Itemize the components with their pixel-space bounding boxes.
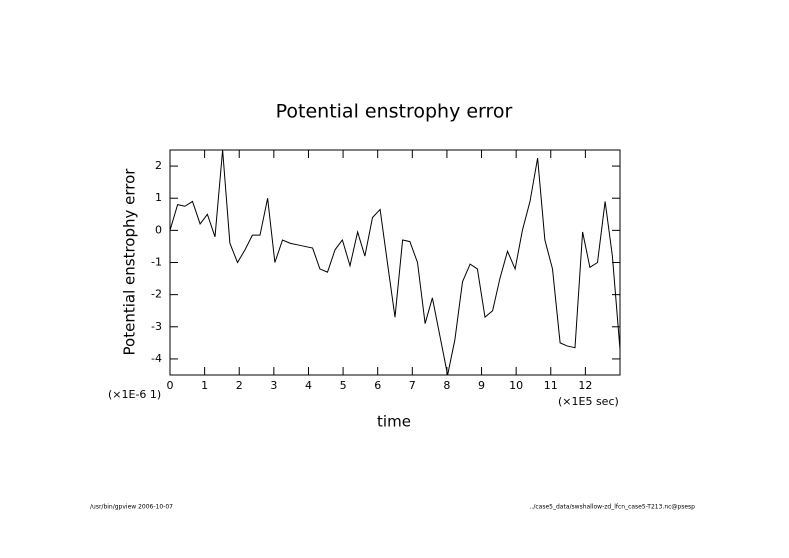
footer-left: /usr/bin/gpview 2006-10-07 [90, 504, 173, 511]
x-tick-label: 2 [236, 379, 243, 392]
y-tick-label: 1 [155, 191, 162, 204]
x-tick-label: 12 [578, 379, 592, 392]
y-tick-label: 0 [155, 223, 162, 236]
x-tick-label: 3 [270, 379, 277, 392]
y-tick-label: -3 [151, 320, 162, 333]
chart-title: Potential enstrophy error [276, 101, 513, 123]
x-tick-label: 9 [478, 379, 485, 392]
x-tick-label: 8 [443, 379, 450, 392]
x-tick-label: 10 [509, 379, 523, 392]
x-tick-label: 6 [374, 379, 381, 392]
data-line [169, 149, 621, 376]
y-tick-label: -4 [151, 352, 162, 365]
x-tick-label: 1 [201, 379, 208, 392]
y-axis-label: Potential enstrophy error [121, 168, 139, 356]
y-scale-note: (×1E-6 1) [108, 388, 161, 401]
x-tick-label: 4 [305, 379, 312, 392]
y-tick-label: -2 [151, 288, 162, 301]
x-tick-label: 0 [167, 379, 174, 392]
footer-right: ../case5_data/swshallow-zd_lfcn_case5-T2… [530, 504, 696, 511]
y-tick-label: -1 [151, 256, 162, 269]
x-tick-label: 7 [409, 379, 416, 392]
x-tick-label: 5 [340, 379, 347, 392]
x-tick-label: 11 [544, 379, 558, 392]
x-scale-note: (×1E5 sec) [558, 395, 619, 408]
y-tick-label: 2 [155, 159, 162, 172]
x-axis-label: time [377, 413, 411, 431]
